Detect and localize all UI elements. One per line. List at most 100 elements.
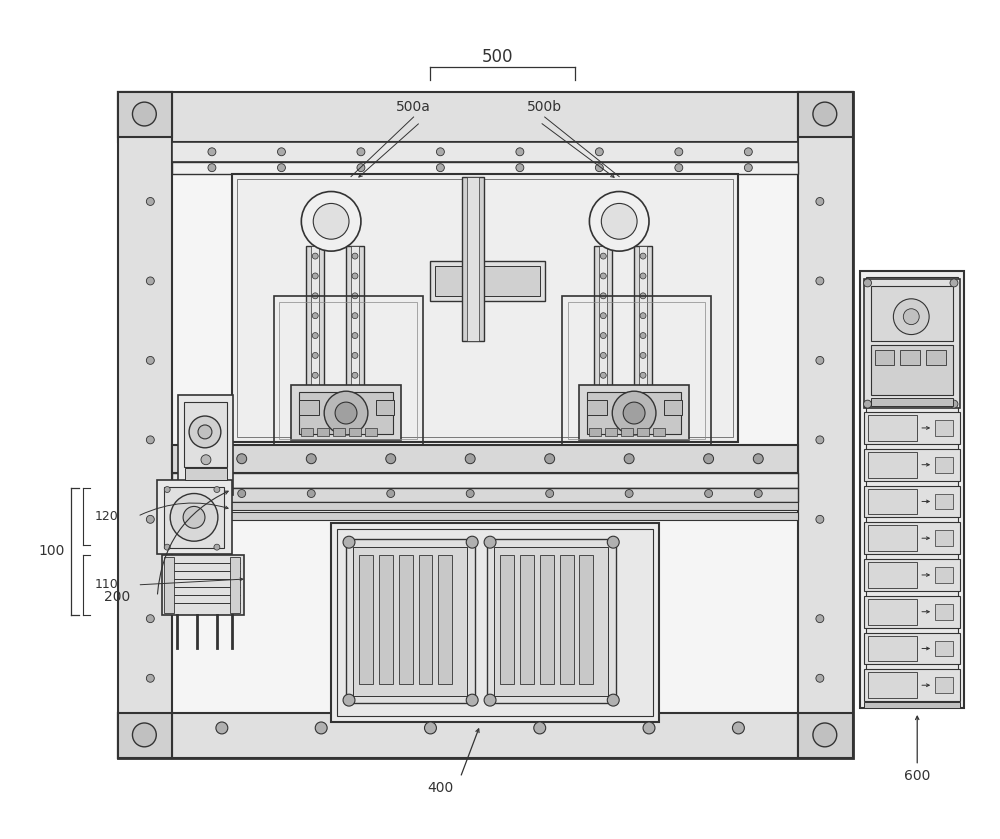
- Bar: [864, 633, 960, 664]
- Circle shape: [607, 536, 619, 548]
- Text: 500b: 500b: [527, 100, 562, 114]
- Circle shape: [516, 148, 524, 156]
- Bar: [868, 451, 917, 477]
- Bar: [935, 640, 953, 656]
- Circle shape: [903, 309, 919, 325]
- Text: 110: 110: [95, 578, 118, 591]
- Circle shape: [352, 293, 358, 299]
- Bar: [118, 713, 853, 758]
- Bar: [467, 177, 479, 341]
- Circle shape: [208, 148, 216, 156]
- Bar: [926, 351, 946, 365]
- Bar: [568, 302, 705, 439]
- Circle shape: [146, 197, 154, 206]
- Bar: [232, 174, 738, 442]
- Circle shape: [132, 102, 156, 126]
- Circle shape: [198, 425, 212, 439]
- Bar: [230, 557, 240, 612]
- Circle shape: [306, 454, 316, 464]
- Circle shape: [352, 373, 358, 378]
- Circle shape: [312, 313, 318, 319]
- Circle shape: [744, 164, 752, 172]
- Bar: [172, 142, 798, 162]
- Bar: [653, 428, 665, 436]
- Bar: [172, 162, 798, 174]
- Text: 200: 200: [104, 590, 130, 604]
- Circle shape: [312, 352, 318, 358]
- Circle shape: [816, 675, 824, 682]
- Text: 400: 400: [427, 780, 454, 795]
- Bar: [346, 246, 364, 405]
- Circle shape: [816, 436, 824, 444]
- Circle shape: [192, 454, 202, 464]
- Bar: [864, 670, 960, 701]
- Bar: [868, 599, 917, 624]
- Text: 500: 500: [481, 49, 513, 66]
- Circle shape: [640, 332, 646, 339]
- Circle shape: [643, 722, 655, 734]
- Circle shape: [164, 487, 170, 492]
- Circle shape: [816, 357, 824, 364]
- Bar: [438, 555, 452, 685]
- Bar: [864, 559, 960, 591]
- Circle shape: [277, 164, 285, 172]
- Circle shape: [600, 373, 606, 378]
- Circle shape: [146, 357, 154, 364]
- Bar: [157, 480, 232, 554]
- Circle shape: [600, 253, 606, 259]
- Bar: [868, 488, 917, 514]
- Bar: [520, 555, 534, 685]
- Circle shape: [387, 489, 395, 498]
- Bar: [639, 246, 647, 405]
- Circle shape: [335, 402, 357, 424]
- Circle shape: [425, 722, 436, 734]
- Bar: [349, 428, 361, 436]
- Circle shape: [352, 273, 358, 279]
- Circle shape: [357, 164, 365, 172]
- Circle shape: [816, 197, 824, 206]
- Circle shape: [864, 279, 872, 287]
- Bar: [118, 92, 853, 758]
- Circle shape: [625, 489, 633, 498]
- Bar: [353, 547, 467, 696]
- Circle shape: [312, 373, 318, 378]
- Bar: [118, 92, 172, 758]
- Circle shape: [357, 148, 365, 156]
- Bar: [164, 487, 224, 548]
- Circle shape: [324, 391, 368, 435]
- Bar: [500, 555, 514, 685]
- Circle shape: [343, 694, 355, 706]
- Circle shape: [600, 313, 606, 319]
- Circle shape: [753, 454, 763, 464]
- Bar: [579, 555, 593, 685]
- Bar: [935, 456, 953, 472]
- Circle shape: [352, 253, 358, 259]
- Bar: [866, 277, 958, 702]
- Circle shape: [589, 191, 649, 251]
- Circle shape: [386, 454, 396, 464]
- Circle shape: [624, 454, 634, 464]
- Circle shape: [146, 277, 154, 285]
- Circle shape: [189, 416, 221, 448]
- Bar: [118, 92, 172, 137]
- Bar: [864, 702, 960, 708]
- Bar: [579, 385, 689, 440]
- Bar: [162, 555, 244, 615]
- Bar: [184, 402, 227, 466]
- Bar: [376, 400, 394, 415]
- Bar: [634, 246, 652, 405]
- Bar: [935, 567, 953, 583]
- Circle shape: [216, 722, 228, 734]
- Bar: [935, 420, 953, 436]
- Circle shape: [312, 332, 318, 339]
- Circle shape: [704, 454, 714, 464]
- Bar: [365, 428, 377, 436]
- Bar: [875, 351, 894, 365]
- Bar: [331, 524, 659, 722]
- Circle shape: [607, 694, 619, 706]
- Bar: [379, 555, 393, 685]
- Bar: [172, 445, 798, 472]
- Bar: [494, 547, 608, 696]
- Bar: [317, 428, 329, 436]
- Circle shape: [352, 352, 358, 358]
